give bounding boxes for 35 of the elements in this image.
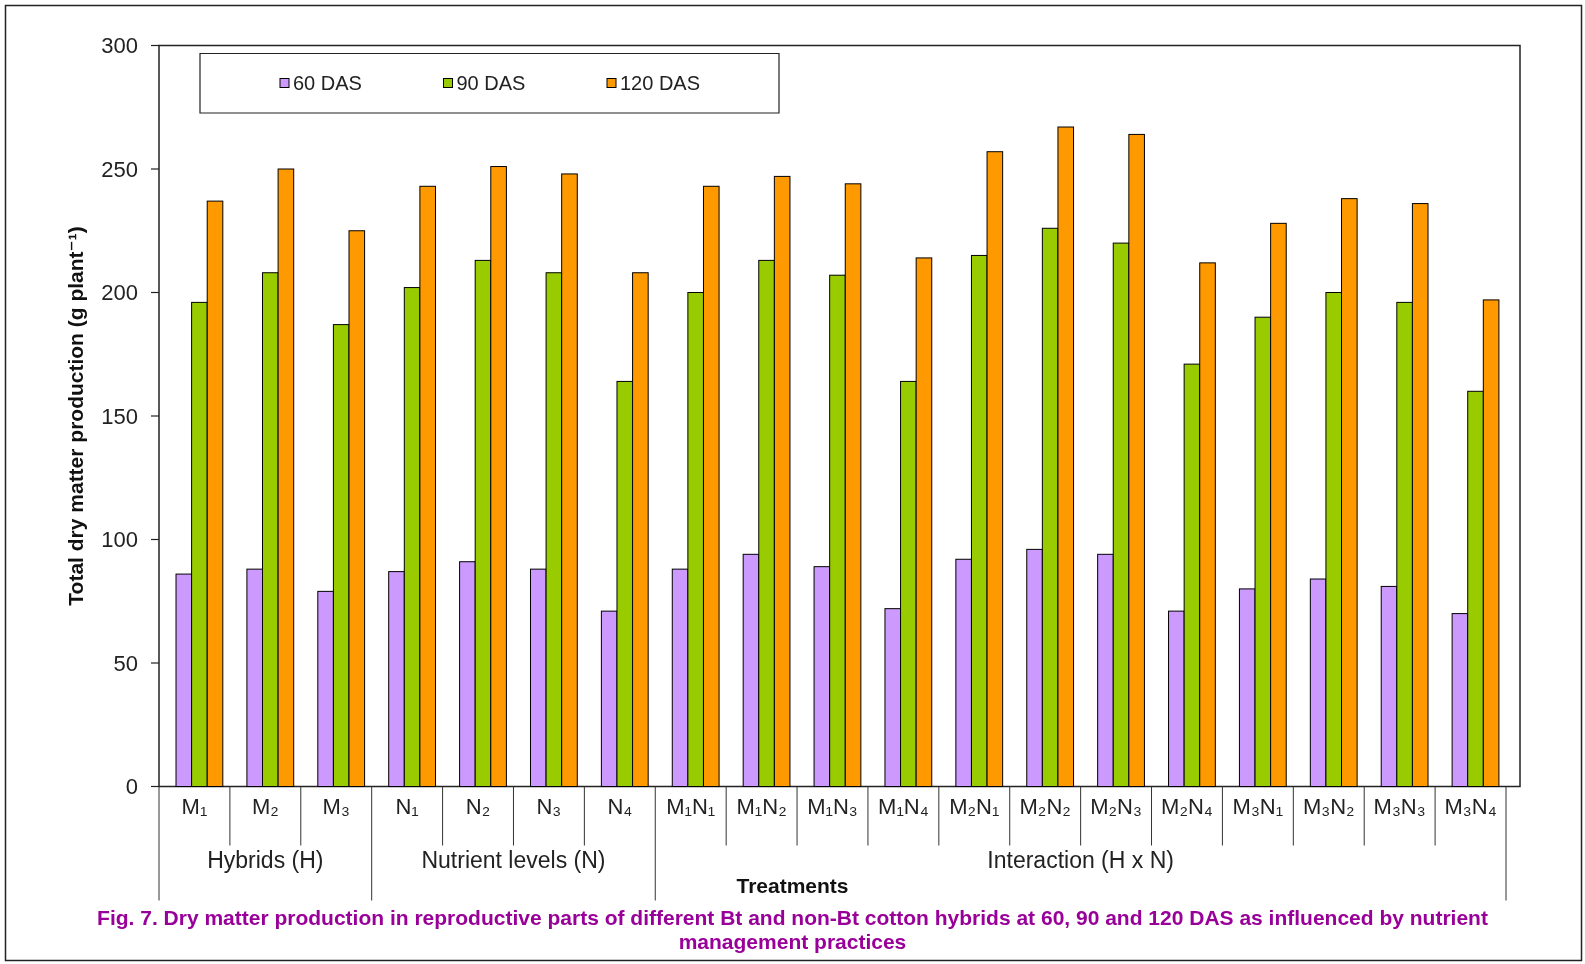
x-tick-label: N₃ xyxy=(536,794,562,820)
y-tick-label: 250 xyxy=(101,156,138,182)
x-tick-label: N₁ xyxy=(395,794,419,820)
x-axis-title: Treatments xyxy=(736,874,849,898)
legend-label: 60 DAS xyxy=(293,72,362,94)
x-tick-label: M₁N₁ xyxy=(666,794,716,820)
x-tick-label: M₃N₂ xyxy=(1302,794,1355,820)
x-tick-label: M₁N₂ xyxy=(736,794,787,820)
y-tick-label: 100 xyxy=(101,527,138,553)
caption: Fig. 7. Dry matter production in reproductive parts of different Bt and non-Bt cotton hybrids at 60, 90 and 120 DAS as influenced by nutrient management practices xyxy=(97,906,1488,954)
y-tick-label: 50 xyxy=(113,650,138,676)
x-tick-label: N₄ xyxy=(607,794,633,820)
x-tick-label: N₂ xyxy=(465,794,491,820)
legend-label: 120 DAS xyxy=(620,72,701,94)
x-tick-label: M₃N₁ xyxy=(1232,794,1284,820)
x-tick-label: M₃ xyxy=(322,794,350,820)
y-tick-label: 300 xyxy=(101,33,138,59)
x-tick-label: M₃N₃ xyxy=(1373,794,1426,820)
text: Interaction (H x N) xyxy=(987,846,1174,873)
x-tick-label: M₁N₄ xyxy=(878,794,929,820)
x-tick-label: M₂N₁ xyxy=(949,794,1000,820)
x-tick-label: M₂N₃ xyxy=(1090,794,1142,820)
x-tick-label: M₁ xyxy=(181,794,208,820)
text: Nutrient levels (N) xyxy=(421,846,606,873)
x-tick-label: M₂ xyxy=(251,794,279,820)
legend-label: 90 DAS xyxy=(456,72,526,94)
x-tick-label: M₃N₄ xyxy=(1444,794,1497,820)
y-tick-label: 150 xyxy=(101,403,138,429)
y-axis-title: Total dry matter production (g plant⁻¹) xyxy=(64,226,88,606)
x-tick-label: M₂N₂ xyxy=(1019,794,1071,820)
x-tick-label: M₁N₃ xyxy=(807,794,858,820)
x-tick-label: M₂N₄ xyxy=(1161,794,1213,820)
y-tick-label: 200 xyxy=(101,280,138,306)
y-tick-label: 0 xyxy=(125,774,138,800)
text: Hybrids (H) xyxy=(207,846,324,873)
